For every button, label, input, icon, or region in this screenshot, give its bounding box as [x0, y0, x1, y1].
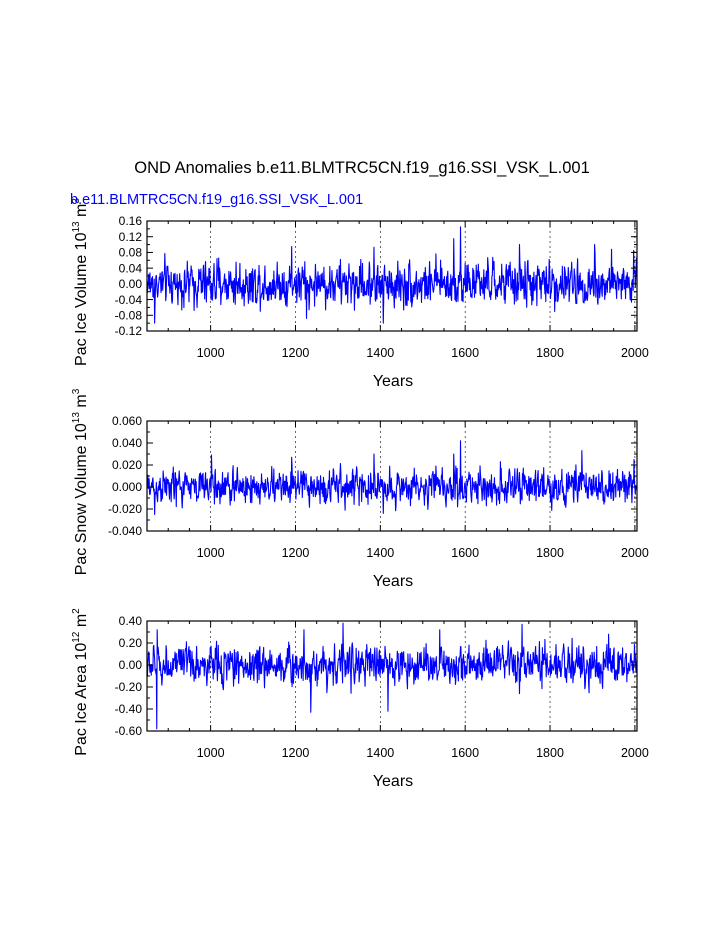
x-tick-label-1800: 1800	[536, 746, 564, 760]
plot-frame	[147, 621, 637, 731]
x-tick-label-2000: 2000	[621, 546, 649, 560]
y-tick-label--0.04: -0.04	[115, 293, 143, 307]
y-tick-label--0.60: -0.60	[115, 724, 143, 738]
y-tick-label-0.00: 0.00	[119, 277, 143, 291]
x-axis-label: Years	[373, 373, 413, 390]
plot-frame	[147, 421, 637, 531]
y-tick-label--0.020: -0.020	[108, 502, 142, 516]
figure-title: OND Anomalies b.e11.BLMTRC5CN.f19_g16.SS…	[134, 159, 590, 177]
figure-subtitle: b.e11.BLMTRC5CN.f19_g16.SSI_VSK_L.001	[70, 192, 363, 208]
chart-panel-1: 1000 1200 1400 1600 1800 2000 -0.12 -0.08-0.04 0…	[71, 198, 649, 390]
chart-panel-2: 1000 1200 1400 1600 1800 2000 -0.040 -0.020 0.00…	[71, 388, 649, 590]
x-tick-label-1400: 1400	[366, 746, 394, 760]
x-tick-label-1600: 1600	[451, 546, 479, 560]
y-tick-label-0.40: 0.40	[119, 614, 143, 628]
x-tick-label-1400: 1400	[366, 346, 394, 360]
x-tick-label-1200: 1200	[282, 746, 310, 760]
y-axis-label: Pac Ice Area 1012 m2	[71, 608, 90, 756]
x-tick-label-1800: 1800	[536, 546, 564, 560]
x-tick-label-1400: 1400	[366, 546, 394, 560]
x-tick-label-2000: 2000	[621, 746, 649, 760]
y-tick-label--0.12: -0.12	[115, 324, 143, 338]
y-tick-label-0.040: 0.040	[112, 436, 142, 450]
x-tick-label-2000: 2000	[621, 346, 649, 360]
y-tick-label-0.16: 0.16	[119, 214, 143, 228]
y-axis-label: Pac Snow Volume 1013 m3	[71, 388, 90, 575]
x-tick-label-1600: 1600	[451, 746, 479, 760]
y-tick-label-0.020: 0.020	[112, 458, 142, 472]
x-tick-label-1200: 1200	[282, 346, 310, 360]
x-tick-label-1000: 1000	[197, 346, 225, 360]
x-tick-label-1000: 1000	[197, 546, 225, 560]
y-tick-label-0.060: 0.060	[112, 414, 142, 428]
y-tick-label-0.08: 0.08	[119, 246, 143, 260]
y-tick-label-0.00: 0.00	[119, 658, 143, 672]
x-tick-label-1600: 1600	[451, 346, 479, 360]
y-tick-label--0.040: -0.040	[108, 524, 142, 538]
x-axis-label: Years	[373, 573, 413, 590]
y-tick-label-0.000: 0.000	[112, 480, 142, 494]
series-line-1	[147, 227, 637, 323]
y-tick-label--0.08: -0.08	[115, 308, 143, 322]
series-line-2	[147, 441, 637, 515]
x-tick-label-1200: 1200	[282, 546, 310, 560]
y-tick-label-0.04: 0.04	[119, 261, 143, 275]
x-tick-label-1800: 1800	[536, 346, 564, 360]
y-tick-label--0.40: -0.40	[115, 702, 143, 716]
chart-panel-3: 1000 1200 1400 1600 1800 2000 -0.60 -0.40 -0.20 0…	[71, 608, 649, 790]
series-line-3	[147, 623, 637, 729]
y-tick-label-0.12: 0.12	[119, 230, 143, 244]
y-axis-label: Pac Ice Volume 1013 m3	[71, 198, 90, 366]
x-axis-label: Years	[373, 773, 413, 790]
x-tick-label-1000: 1000	[197, 746, 225, 760]
panels-container: 1000 1200 1400 1600 1800 2000-0.12-0.08-0.040…	[71, 198, 649, 790]
y-tick-label--0.20: -0.20	[115, 680, 143, 694]
y-tick-label-0.20: 0.20	[119, 636, 143, 650]
figure: OND Anomalies b.e11.BLMTRC5CN.f19_g16.SS…	[0, 0, 723, 935]
